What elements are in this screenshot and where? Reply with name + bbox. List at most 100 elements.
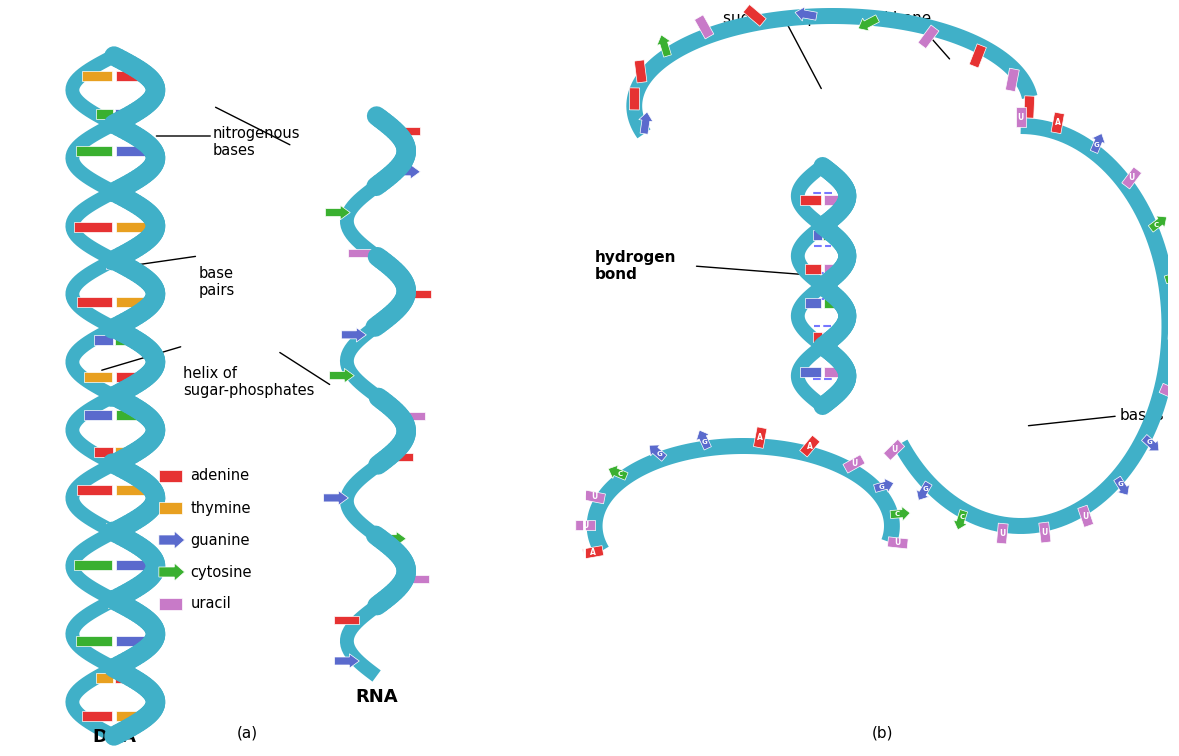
Polygon shape (83, 711, 112, 721)
Polygon shape (639, 112, 653, 135)
Polygon shape (1016, 107, 1026, 127)
Text: C: C (960, 514, 964, 520)
Polygon shape (114, 184, 119, 194)
Polygon shape (158, 502, 183, 514)
Polygon shape (325, 206, 350, 220)
Polygon shape (608, 465, 628, 480)
Polygon shape (824, 367, 845, 376)
Polygon shape (824, 298, 841, 308)
Polygon shape (634, 60, 647, 83)
Polygon shape (114, 598, 119, 608)
Text: guanine: guanine (190, 532, 250, 547)
Polygon shape (116, 636, 152, 646)
Polygon shape (626, 8, 1038, 138)
Polygon shape (116, 334, 134, 345)
Text: hydrogen
bond: hydrogen bond (594, 249, 676, 282)
Text: U: U (1128, 173, 1135, 182)
Text: G: G (1094, 142, 1100, 148)
Polygon shape (890, 507, 910, 521)
Text: nitrogenous
bases: nitrogenous bases (213, 126, 301, 159)
Polygon shape (1114, 476, 1129, 495)
Text: base
pairs: base pairs (198, 266, 235, 299)
Polygon shape (74, 560, 112, 571)
Polygon shape (65, 50, 163, 742)
Polygon shape (159, 531, 185, 549)
Polygon shape (116, 71, 145, 81)
Text: U: U (851, 460, 857, 469)
Polygon shape (804, 264, 821, 274)
Text: G: G (1146, 439, 1152, 445)
Text: G: G (1118, 482, 1124, 487)
Polygon shape (1078, 505, 1094, 528)
Polygon shape (916, 481, 933, 500)
Polygon shape (694, 15, 713, 39)
Polygon shape (94, 334, 113, 345)
Polygon shape (824, 195, 845, 206)
Text: U: U (1082, 512, 1088, 521)
Polygon shape (801, 195, 821, 206)
Polygon shape (1121, 167, 1141, 189)
Polygon shape (114, 259, 121, 269)
Polygon shape (1141, 435, 1159, 451)
Text: adenine: adenine (190, 469, 250, 484)
Polygon shape (843, 454, 865, 473)
Text: C: C (1154, 222, 1159, 228)
Polygon shape (1091, 134, 1105, 153)
Polygon shape (388, 453, 413, 461)
Polygon shape (84, 372, 112, 383)
Polygon shape (1006, 68, 1020, 91)
Text: uracil: uracil (190, 596, 231, 612)
Polygon shape (823, 333, 832, 342)
Polygon shape (116, 372, 144, 383)
Text: C: C (895, 511, 900, 517)
Text: A: A (591, 548, 597, 556)
Polygon shape (801, 367, 821, 376)
Text: U: U (1042, 528, 1048, 537)
Polygon shape (400, 412, 424, 420)
Polygon shape (382, 531, 407, 546)
Polygon shape (334, 616, 358, 624)
Polygon shape (888, 537, 908, 549)
Polygon shape (1164, 269, 1179, 284)
Polygon shape (116, 147, 152, 156)
Polygon shape (804, 298, 821, 308)
Polygon shape (1023, 96, 1035, 118)
Text: A: A (757, 433, 763, 442)
Polygon shape (84, 410, 112, 420)
Polygon shape (996, 523, 1008, 544)
Polygon shape (630, 88, 640, 110)
Polygon shape (94, 448, 113, 457)
Polygon shape (874, 479, 894, 492)
Polygon shape (575, 521, 595, 531)
Polygon shape (114, 674, 132, 683)
Polygon shape (395, 127, 420, 135)
Polygon shape (116, 297, 151, 307)
Polygon shape (323, 491, 348, 505)
Text: U: U (1167, 387, 1173, 396)
Text: RNA: RNA (355, 688, 397, 706)
Polygon shape (77, 147, 112, 156)
Text: U: U (1000, 529, 1006, 538)
Polygon shape (116, 711, 145, 721)
Polygon shape (95, 674, 113, 683)
Polygon shape (894, 118, 1178, 534)
Polygon shape (954, 510, 968, 530)
Text: A: A (806, 442, 812, 451)
Text: G: G (702, 439, 707, 445)
Polygon shape (791, 160, 855, 411)
Text: (b): (b) (871, 726, 893, 741)
Polygon shape (77, 297, 112, 307)
Text: DNA: DNA (92, 728, 136, 746)
Text: G: G (922, 486, 928, 492)
Polygon shape (342, 327, 367, 342)
Polygon shape (1052, 112, 1065, 134)
Polygon shape (77, 485, 112, 495)
Polygon shape (812, 230, 822, 240)
Polygon shape (791, 160, 855, 411)
Polygon shape (812, 333, 822, 342)
Polygon shape (159, 563, 185, 581)
Polygon shape (1159, 383, 1179, 401)
Polygon shape (114, 109, 132, 119)
Polygon shape (108, 184, 113, 194)
Polygon shape (114, 522, 121, 533)
